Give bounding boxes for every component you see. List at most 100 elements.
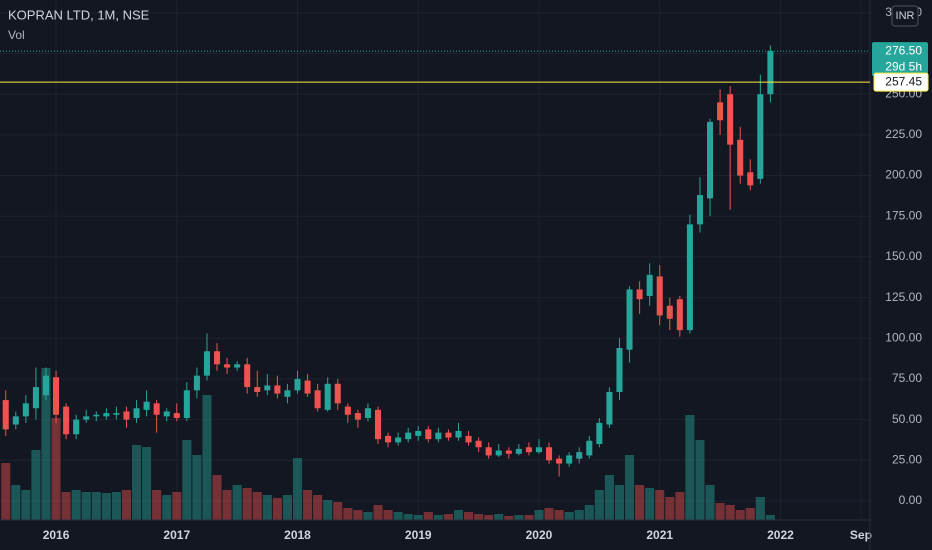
volume-bar xyxy=(252,492,262,520)
volume-bar xyxy=(222,490,232,520)
candle-body xyxy=(425,429,432,440)
candle-body xyxy=(83,416,90,420)
candle-body xyxy=(73,419,80,435)
volume-bar xyxy=(282,495,292,520)
volume-bar xyxy=(323,500,333,520)
volume-bar xyxy=(262,495,272,520)
candle-body xyxy=(93,414,100,417)
volume-bar xyxy=(594,490,604,520)
x-tick-label: Sep xyxy=(850,528,872,542)
candle-body xyxy=(616,348,623,392)
volume-bar xyxy=(1,463,11,520)
candle-body xyxy=(485,447,492,456)
candle-body xyxy=(324,383,331,410)
volume-bar xyxy=(132,445,142,520)
volume-bar xyxy=(584,505,594,520)
volume-bar xyxy=(453,510,464,520)
y-tick-label: 100.00 xyxy=(885,330,922,344)
candle-body xyxy=(696,195,703,225)
candle-body xyxy=(244,364,251,388)
chart-title: KOPRAN LTD, 1M, NSE xyxy=(8,7,150,22)
currency-label: INR xyxy=(896,10,915,22)
candle-body xyxy=(576,452,583,459)
volume-label: Vol xyxy=(8,28,25,42)
volume-bar xyxy=(735,510,745,520)
candle-body xyxy=(515,448,522,454)
volume-bar xyxy=(111,492,121,520)
volume-bar xyxy=(152,490,162,520)
volume-bar xyxy=(755,497,765,520)
candle-body xyxy=(586,440,593,456)
y-tick-label: 150.00 xyxy=(885,249,922,263)
candle-body xyxy=(405,432,412,440)
volume-bar xyxy=(554,510,564,520)
volume-bar xyxy=(121,490,131,520)
y-tick-label: 25.00 xyxy=(892,452,922,466)
candle-body xyxy=(707,121,714,199)
volume-bar xyxy=(272,498,282,520)
candle-body xyxy=(566,455,573,464)
volume-bar xyxy=(91,492,101,520)
candle-body xyxy=(173,413,180,418)
candle-body xyxy=(717,102,724,121)
volume-bar xyxy=(202,395,212,520)
candle-body xyxy=(22,403,29,417)
candle-body xyxy=(727,94,734,145)
x-tick-label: 2016 xyxy=(43,528,70,542)
volume-bar xyxy=(182,440,192,520)
volume-bar xyxy=(514,515,524,520)
y-tick-label: 75.00 xyxy=(892,371,922,385)
candle-body xyxy=(153,403,160,415)
candle-body xyxy=(596,422,603,445)
horizontal-line-label: 257.45 xyxy=(885,74,922,88)
horizontal-line-tag xyxy=(873,72,929,92)
candle-body xyxy=(757,94,764,179)
volume-bar xyxy=(403,514,413,520)
candle-body xyxy=(193,375,200,391)
candle-body xyxy=(374,409,382,440)
volume-bar xyxy=(142,447,152,520)
candle-body xyxy=(606,391,613,425)
volume-bar xyxy=(81,492,91,520)
volume-bar xyxy=(192,455,202,520)
volume-bar xyxy=(504,516,514,520)
volume-bar xyxy=(655,490,665,520)
y-tick-label: 175.00 xyxy=(885,208,922,222)
candle-body xyxy=(42,375,49,396)
candle-body xyxy=(455,431,462,438)
volume-bar xyxy=(695,440,705,520)
candle-body xyxy=(53,377,60,415)
volume-bar xyxy=(614,485,625,520)
volume-bar xyxy=(645,488,655,520)
volume-bar xyxy=(61,492,71,520)
volume-bar xyxy=(313,495,323,520)
candle-body xyxy=(546,447,553,461)
volume-bar xyxy=(373,505,383,520)
x-tick-label: 2022 xyxy=(767,528,794,542)
volume-bar xyxy=(524,515,534,520)
volume-bar xyxy=(604,475,614,520)
candle-body xyxy=(737,139,744,176)
volume-bar xyxy=(544,508,554,520)
currency-badge xyxy=(891,5,919,27)
volume-bar xyxy=(725,505,735,520)
candle-body xyxy=(525,447,532,453)
volume-bar xyxy=(675,492,685,520)
candle-body xyxy=(254,387,261,392)
volume-bar xyxy=(393,512,403,520)
candle-body xyxy=(63,406,70,435)
candle-body xyxy=(656,276,663,316)
volume-bar xyxy=(51,418,61,520)
y-tick-label: 225.00 xyxy=(885,127,922,141)
volume-bar xyxy=(11,485,21,520)
candle-body xyxy=(435,432,442,440)
volume-bar xyxy=(71,490,81,520)
volume-bar xyxy=(292,458,303,520)
candle-body xyxy=(103,413,110,417)
candle-body xyxy=(113,413,120,415)
candle-body xyxy=(32,387,39,409)
candle-body xyxy=(214,351,221,365)
candle-body xyxy=(234,364,241,368)
volume-bar xyxy=(474,514,484,520)
candle-body xyxy=(415,431,422,436)
